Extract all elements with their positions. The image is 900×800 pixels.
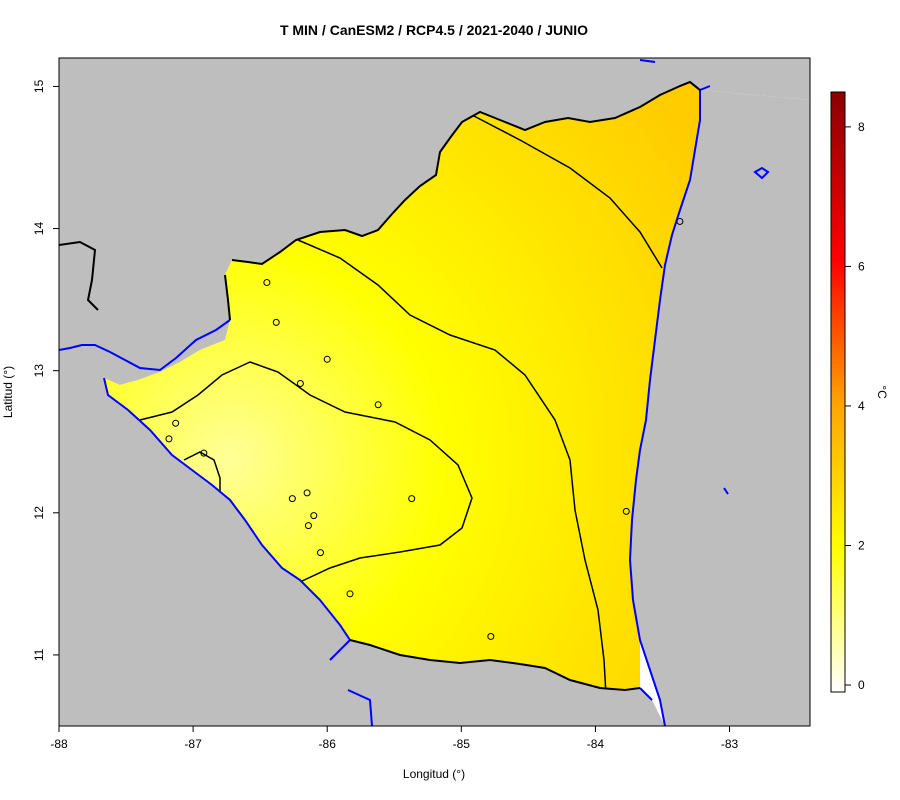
station-marker	[487, 632, 495, 640]
station-markers	[165, 217, 684, 640]
colorbar-ticks: 0 2 4 6 8	[845, 120, 865, 692]
y-tick-label: 15	[32, 79, 46, 93]
nicaragua-temperature-field	[104, 82, 700, 690]
colorbar-gradient	[830, 91, 846, 693]
colorbar-tick-label: 6	[858, 259, 865, 273]
colorbar-tick-label: 8	[858, 120, 865, 134]
plot-frame	[58, 57, 811, 727]
x-tick-label: -84	[587, 737, 605, 751]
y-tick-label: 13	[32, 364, 46, 378]
station-marker	[200, 449, 208, 457]
x-axis: -88 -87 -86 -85 -84 -83	[50, 726, 739, 751]
south-coastline	[329, 639, 373, 726]
coastlines	[59, 59, 770, 726]
station-marker	[374, 401, 382, 409]
colorbar-tick-label: 0	[858, 678, 865, 692]
station-marker	[172, 419, 180, 427]
station-marker	[622, 507, 630, 515]
neighbor-land-north	[59, 58, 810, 370]
contour-line-small	[183, 451, 221, 494]
station-marker	[165, 435, 173, 443]
map-title: T MIN / CanESM2 / RCP4.5 / 2021-2040 / J…	[280, 22, 588, 38]
colorbar-tick-label: 4	[858, 399, 865, 413]
station-marker	[263, 279, 271, 287]
station-marker	[317, 549, 325, 557]
y-tick-label: 11	[32, 648, 46, 661]
y-axis: 11 12 13 14 15	[32, 79, 59, 661]
contour-lines	[139, 114, 663, 690]
station-marker	[303, 489, 311, 497]
x-tick-label: -85	[453, 737, 471, 751]
x-tick-label: -87	[184, 737, 202, 751]
contour-line-outer	[471, 114, 663, 269]
colorbar-unit: °C	[875, 385, 889, 399]
outer-sea-west	[59, 320, 350, 726]
station-marker	[310, 512, 318, 520]
x-tick-label: -83	[721, 737, 739, 751]
y-tick-label: 12	[32, 506, 46, 520]
colorbar: 0 2 4 6 8 °C	[830, 91, 889, 693]
neighbor-land-south	[330, 640, 665, 726]
pacific-coastline	[59, 319, 351, 641]
station-marker	[296, 379, 304, 387]
y-tick-label: 14	[32, 222, 46, 236]
station-marker	[272, 318, 280, 326]
contour-line-middle	[297, 239, 607, 690]
station-marker	[346, 590, 354, 598]
x-tick-label: -88	[50, 737, 68, 751]
colorbar-tick-label: 2	[858, 538, 865, 552]
contour-line-inner	[139, 361, 473, 583]
station-marker	[676, 217, 684, 225]
y-axis-label: Latitud (°)	[1, 366, 15, 418]
map-plot-area	[59, 58, 810, 726]
station-marker	[323, 355, 331, 363]
station-marker	[304, 522, 312, 530]
station-marker	[288, 495, 296, 503]
nicaragua-border	[59, 80, 701, 692]
x-axis-label: Longitud (°)	[403, 767, 465, 781]
caribbean-coastline	[628, 90, 701, 726]
station-marker	[408, 495, 416, 503]
island-coastline	[723, 166, 770, 495]
outer-sea-east	[630, 90, 810, 726]
x-tick-label: -86	[319, 737, 337, 751]
